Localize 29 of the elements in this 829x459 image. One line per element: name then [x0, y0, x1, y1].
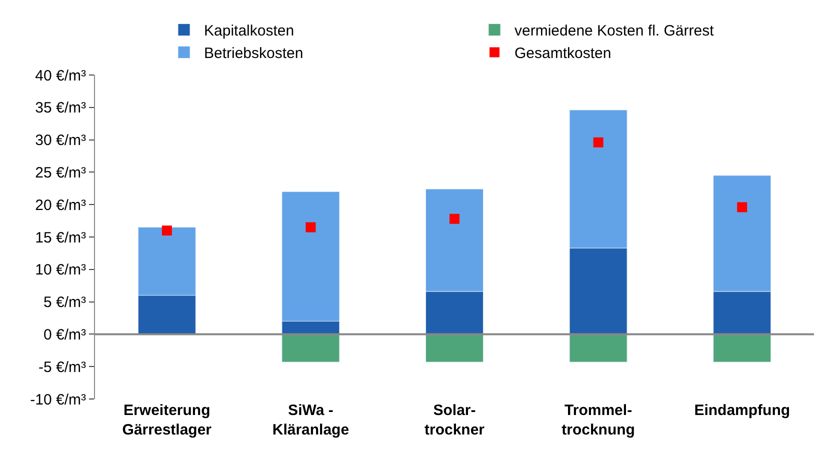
y-tick-label: 5 €/m³: [43, 294, 86, 312]
y-tick-label: 25 €/m³: [35, 164, 86, 182]
y-tick-label: 15 €/m³: [35, 229, 86, 246]
y-tick-label: 10 €/m³: [35, 262, 86, 279]
y-tick-label: -10 €/m³: [30, 391, 86, 408]
y-tick-label: -5 €/m³: [38, 358, 86, 376]
y-tick-label: 35 €/m³: [35, 100, 86, 117]
point: [306, 222, 316, 232]
bar: [713, 334, 772, 362]
bar: [282, 334, 340, 362]
x-tick-label: Erweiterung Gärrestlager: [122, 402, 212, 438]
point: [737, 202, 748, 212]
legend-label: vermiedene Kosten fl. Gärrest: [514, 22, 715, 40]
point: [450, 214, 460, 224]
point: [593, 137, 604, 148]
x-tick-label: Solar- trockner: [424, 402, 485, 438]
legend-label: Betriebskosten: [204, 45, 304, 62]
y-tick-label: 40 €/m³: [35, 67, 86, 84]
x-tick-label: Trommel- trocknung: [562, 402, 635, 438]
point: [162, 226, 172, 236]
bar: [425, 334, 484, 362]
y-tick-label: 30 €/m³: [35, 132, 86, 150]
x-tick-label: SiWa - Kläranlage: [272, 402, 350, 438]
bar: [569, 334, 628, 362]
legend-label: Kapitalkosten: [204, 22, 294, 40]
y-tick-label: 20 €/m³: [35, 196, 86, 214]
x-tick-label: Eindampfung: [694, 402, 790, 419]
y-tick-label: 0 €/m³: [43, 326, 86, 344]
legend-label: Gesamtkosten: [514, 45, 612, 62]
